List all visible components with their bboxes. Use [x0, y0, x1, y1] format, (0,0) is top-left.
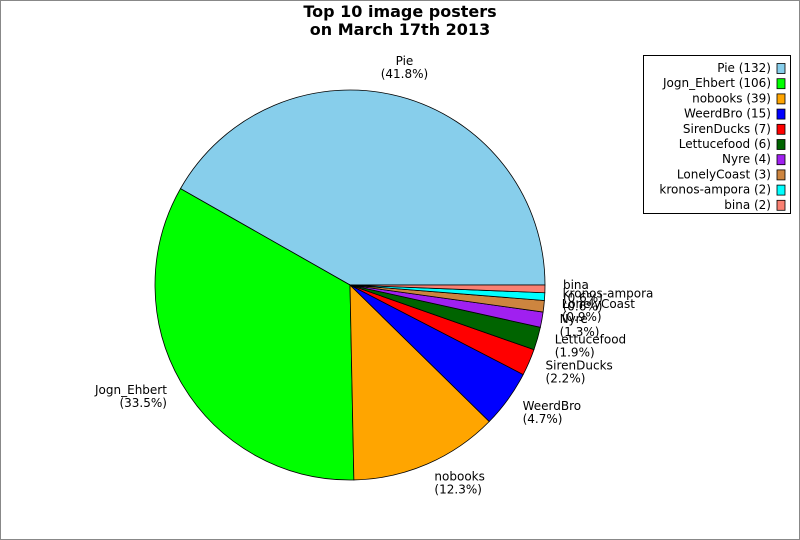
pie-slice	[349, 284, 490, 481]
slice-label: Pie	[396, 54, 414, 68]
slice-label: Jogn_Ehbert	[94, 383, 167, 397]
legend-label: LonelyCoast (3)	[677, 167, 771, 181]
legend-swatch	[776, 154, 786, 166]
slice-value-label: (0.6%)	[563, 300, 603, 314]
slice-value-label: (0.6%)	[563, 291, 603, 305]
legend-label: SirenDucks (7)	[683, 122, 771, 136]
slice-value-label: (12.3%)	[434, 483, 481, 497]
legend-swatch	[776, 199, 786, 211]
slice-label: Nyre	[560, 312, 588, 326]
slice-value-label: (4.7%)	[523, 412, 563, 426]
legend-swatch	[776, 123, 786, 135]
slice-label: WeerdBro	[523, 399, 582, 413]
chart-title: Top 10 image posters	[303, 2, 496, 21]
legend-swatch	[776, 169, 786, 181]
slice-value-label: (41.8%)	[381, 67, 428, 81]
legend-label: Nyre (4)	[722, 152, 771, 166]
slice-label: LonelyCoast	[562, 297, 636, 311]
pie-slice	[179, 89, 546, 286]
legend-label: Jogn_Ehbert (106)	[662, 76, 771, 90]
legend-swatch	[776, 78, 786, 90]
legend-label: nobooks (39)	[692, 91, 771, 105]
chart-title: on March 17th 2013	[310, 20, 490, 39]
slice-value-label: (2.2%)	[546, 371, 586, 385]
legend-swatch	[776, 63, 786, 74]
legend-label: Pie (132)	[717, 61, 771, 75]
legend-swatch	[776, 139, 786, 150]
legend-box	[643, 55, 791, 214]
legend-label: kronos-ampora (2)	[659, 183, 771, 197]
slice-value-label: (1.3%)	[560, 325, 600, 339]
legend-swatch	[776, 184, 786, 196]
slice-label: nobooks	[434, 470, 484, 484]
legend-label: bina (2)	[724, 198, 771, 212]
slice-label: kronos-ampora	[563, 287, 654, 301]
slice-label: SirenDucks	[546, 358, 613, 372]
slice-label: Lettucefood	[555, 333, 626, 347]
slice-value-label: (33.5%)	[119, 396, 166, 410]
legend-swatch	[776, 93, 786, 105]
pie-slice	[154, 188, 355, 481]
legend-label: WeerdBro (15)	[684, 107, 771, 121]
legend-swatch	[776, 108, 786, 120]
slice-label: bina	[563, 278, 589, 292]
legend-label: Lettucefood (6)	[679, 137, 771, 151]
slice-value-label: (0.9%)	[562, 310, 602, 324]
pie-slice	[349, 284, 546, 294]
slice-value-label: (1.9%)	[555, 346, 595, 360]
